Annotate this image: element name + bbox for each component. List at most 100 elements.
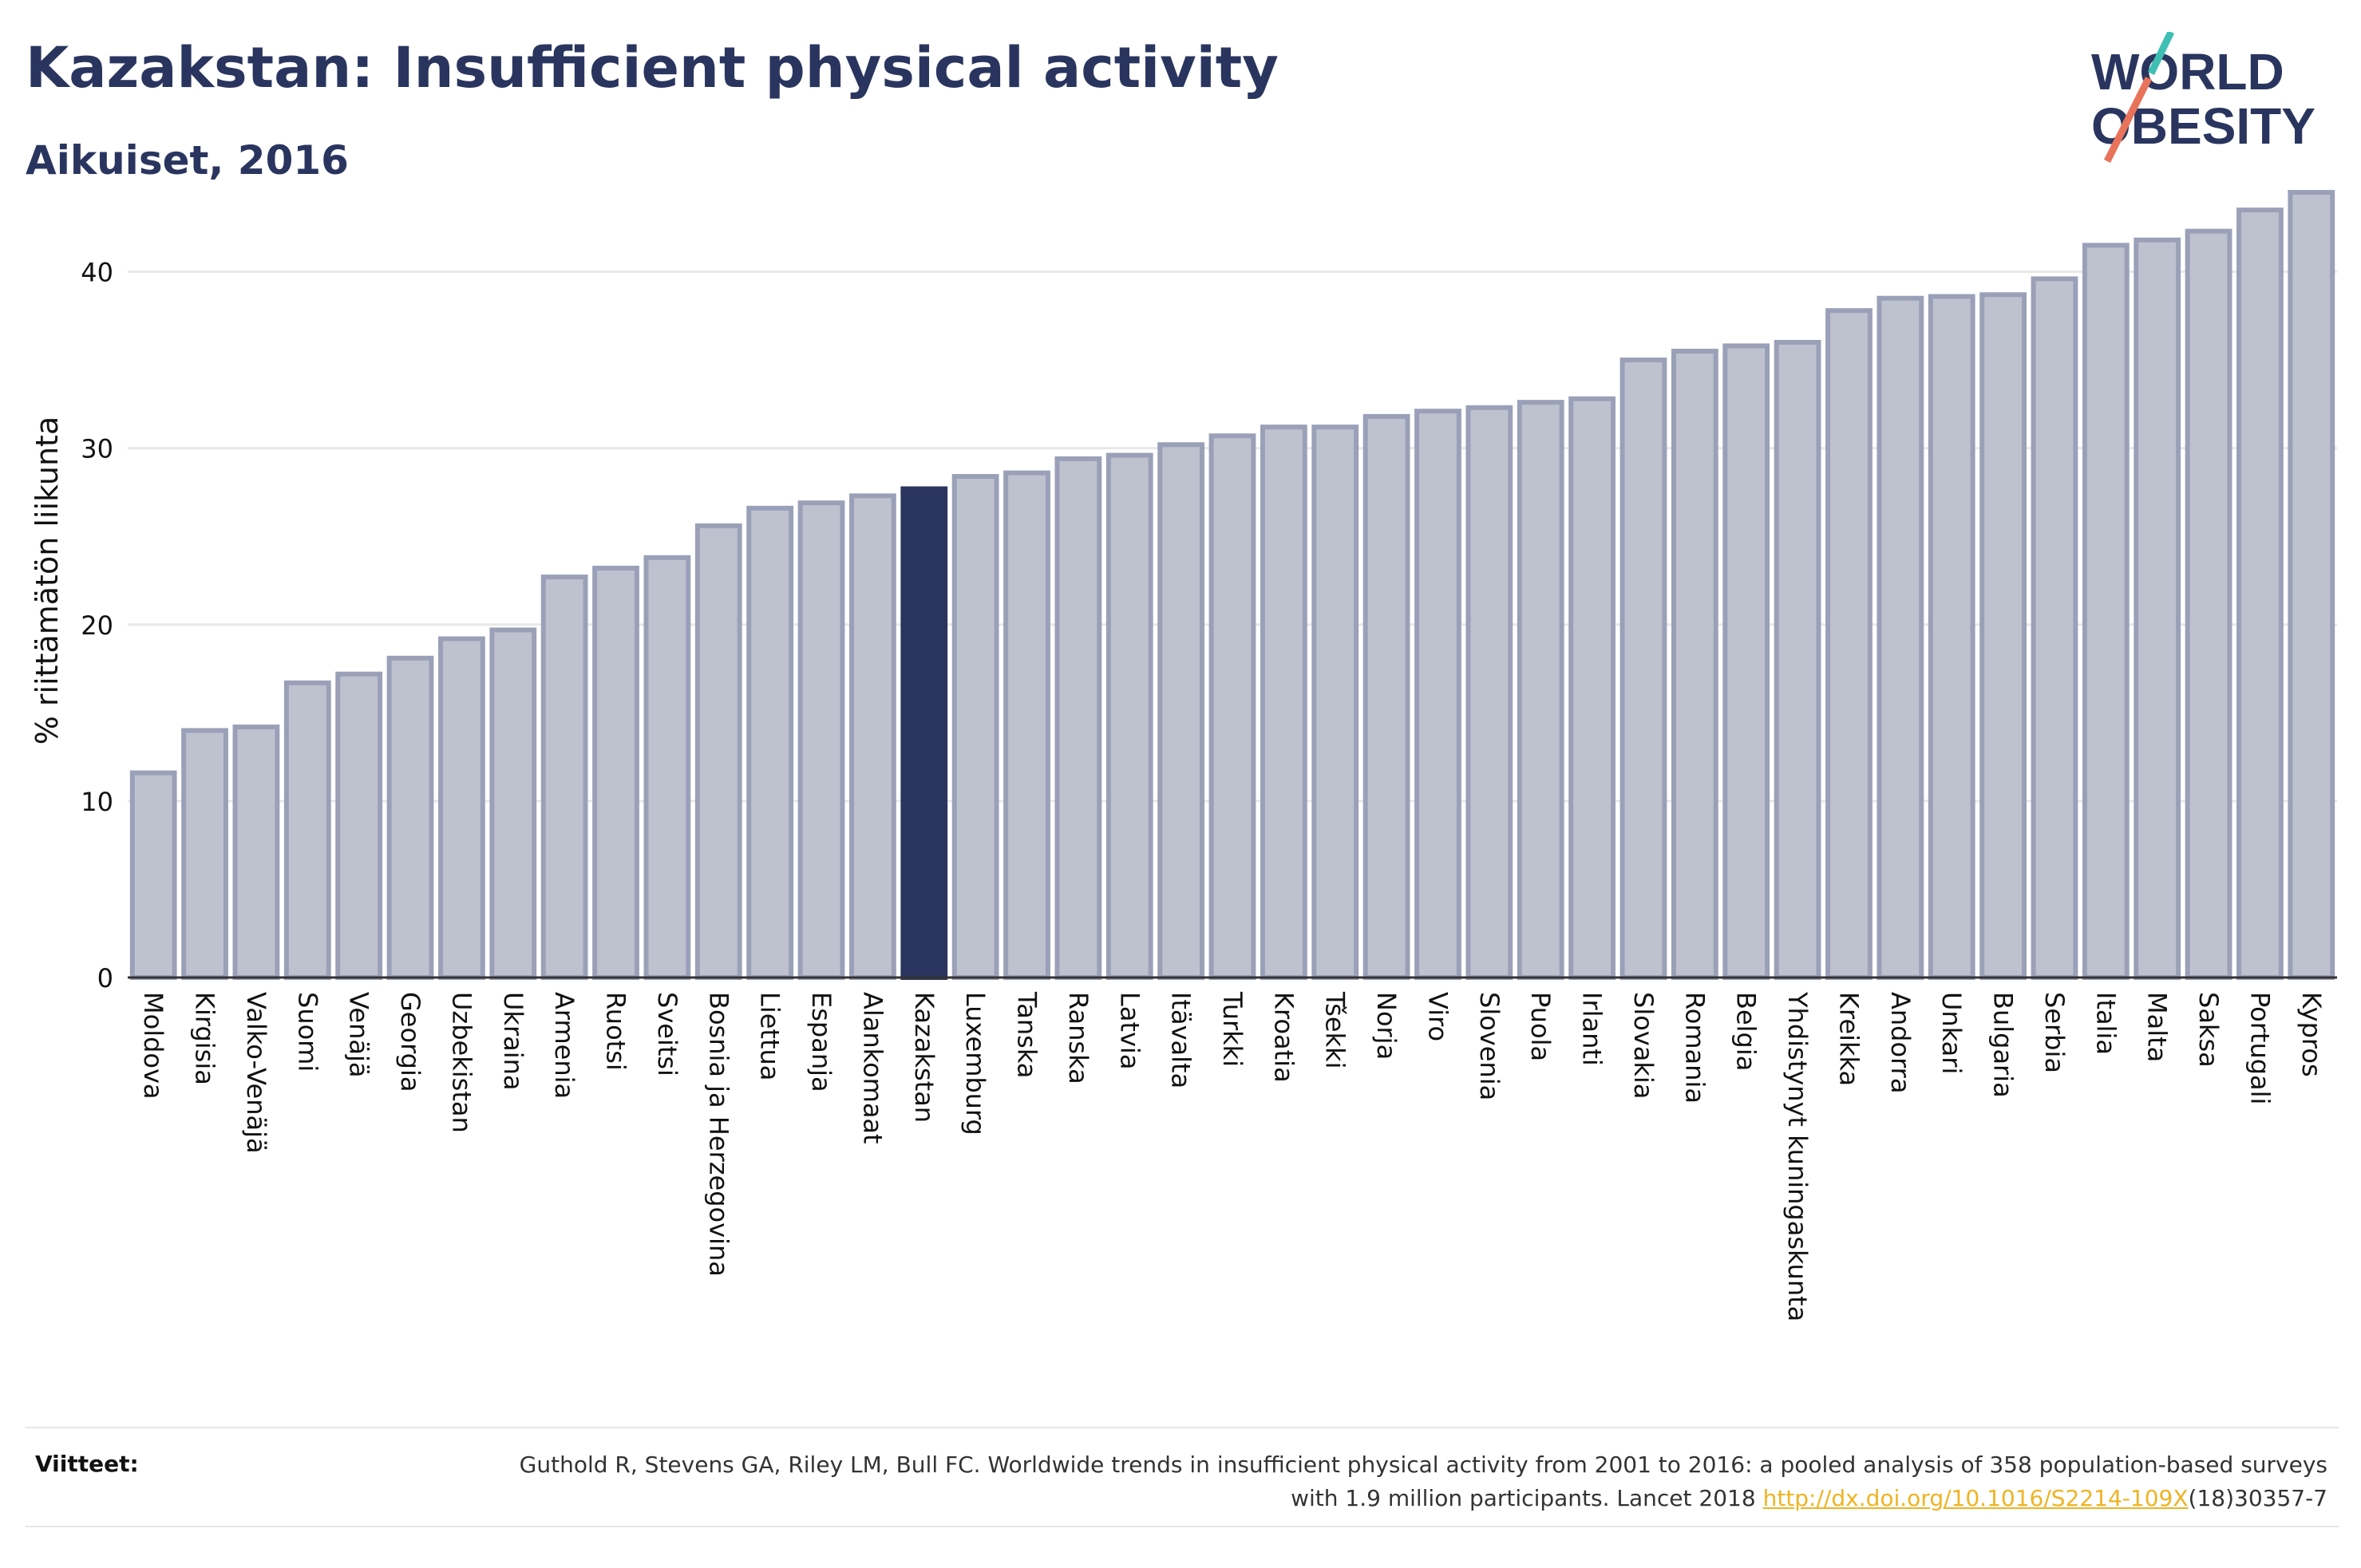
bar: [951, 474, 999, 980]
x-tick-label: Saksa: [2193, 992, 2224, 1068]
x-tick-label: Kroatia: [1268, 992, 1299, 1083]
bar: [592, 566, 639, 980]
bar: [1774, 340, 1821, 980]
x-tick-label: Tšekki: [1320, 991, 1351, 1069]
x-tick-label: Valko-Venäjä: [241, 992, 271, 1154]
x-tick-label: Serbia: [2039, 992, 2070, 1073]
x-tick-label: Norja: [1371, 992, 1402, 1060]
bar: [1619, 357, 1667, 981]
bar: [489, 627, 537, 981]
bar: [2134, 237, 2181, 980]
bar: [129, 770, 177, 980]
references-text: Guthold R, Stevens GA, Riley LM, Bull FC…: [492, 1448, 2327, 1515]
x-tick-label: Bosnia ja Herzegovina: [703, 992, 734, 1277]
bar: [1928, 294, 1975, 980]
x-tick-label: Kazakstan: [909, 992, 939, 1123]
bar: [232, 725, 280, 980]
logo-line1: WORLD: [2091, 43, 2284, 101]
x-tick-label: Armenia: [549, 992, 579, 1099]
chart-subtitle: Aikuiset, 2016: [26, 137, 349, 184]
x-tick-label: Uzbekistan: [446, 992, 477, 1133]
x-tick-label: Belgia: [1731, 992, 1762, 1071]
x-tick-label: Espanja: [806, 992, 836, 1092]
x-tick-label: Viro: [1422, 992, 1453, 1041]
world-obesity-logo: WORLD OBESITY: [2091, 32, 2316, 164]
x-tick-label: Portugali: [2244, 992, 2275, 1104]
x-tick-label: Luxemburg: [960, 992, 991, 1136]
references-doi-link[interactable]: http://dx.doi.org/10.1016/S2214-109X: [1762, 1485, 2189, 1511]
y-tick-label: 20: [81, 610, 113, 641]
x-tick-label: Ruotsi: [601, 992, 631, 1071]
x-tick-label: Sveitsi: [652, 992, 682, 1076]
x-tick-label: Moldova: [138, 992, 168, 1100]
bar: [1105, 452, 1153, 980]
y-tick-label: 0: [97, 963, 113, 993]
bar: [1877, 295, 1924, 980]
x-tick-label: Ukraina: [498, 992, 528, 1091]
x-tick-label: Romania: [1679, 992, 1710, 1104]
x-tick-label: Liettua: [755, 992, 785, 1080]
x-tick-label: Kirgisia: [190, 992, 220, 1085]
y-axis-label: % riittämätön liikunta: [30, 417, 65, 745]
bar: [2288, 190, 2335, 981]
references-citation: Guthold R, Stevens GA, Riley LM, Bull FC…: [519, 1451, 2327, 1511]
bar: [1465, 405, 1513, 980]
x-tick-label: Malta: [2142, 992, 2173, 1062]
x-tick-label: Italia: [2090, 992, 2121, 1055]
bar: [1722, 343, 1770, 980]
bar-highlighted: [900, 486, 948, 980]
x-tick-label: Tanska: [1012, 991, 1042, 1078]
bar: [438, 636, 485, 980]
y-tick-label: 40: [81, 258, 113, 288]
bar: [1311, 425, 1359, 980]
y-tick-label: 10: [81, 787, 113, 817]
x-tick-label: Venäjä: [344, 992, 374, 1077]
x-tick-label: Irlanti: [1577, 992, 1608, 1066]
chart-title: Kazakstan: Insufficient physical activit…: [26, 35, 1279, 101]
logo-slash-teal: [2147, 32, 2175, 75]
bar: [540, 575, 588, 980]
footer-divider-top: [26, 1427, 2339, 1428]
bar: [181, 728, 228, 980]
bar: [1003, 470, 1050, 980]
bar: [1825, 308, 1873, 980]
y-tick-label: 30: [81, 434, 113, 464]
bar: [1362, 413, 1410, 980]
bar: [1671, 349, 1718, 980]
x-tick-label: Turkki: [1217, 991, 1248, 1067]
references-doi-suffix: (18)30357-7: [2188, 1485, 2327, 1511]
x-tick-label: Yhdistynyt kuningaskunta: [1782, 991, 1813, 1321]
bar: [283, 680, 331, 980]
bar: [746, 505, 794, 980]
bar: [643, 555, 691, 980]
bar: [1157, 442, 1205, 980]
bar: [2185, 228, 2232, 980]
x-tick-label: Suomi: [292, 992, 322, 1072]
bar: [694, 523, 742, 980]
bar: [2031, 276, 2078, 980]
x-tick-label: Georgia: [395, 992, 425, 1092]
x-tick-label: Unkari: [1936, 992, 1967, 1074]
bar: [1414, 409, 1461, 980]
x-tick-label: Slovenia: [1474, 992, 1505, 1100]
bar: [1208, 433, 1256, 980]
bar: [386, 655, 434, 980]
bar: [1054, 456, 1102, 980]
x-tick-label: Slovakia: [1628, 992, 1659, 1099]
x-tick-label: Itävalta: [1166, 992, 1196, 1088]
bar: [797, 500, 845, 980]
references-label: Viitteet:: [35, 1451, 139, 1477]
x-tick-label: Ranska: [1063, 992, 1093, 1084]
bar: [2082, 243, 2130, 980]
bar: [2236, 207, 2284, 980]
x-tick-label: Andorra: [1885, 992, 1916, 1093]
bar: [1568, 396, 1616, 980]
x-tick-label: Bulgaria: [1988, 992, 2019, 1098]
x-tick-label: Kypros: [2296, 992, 2327, 1077]
bar: [849, 493, 896, 980]
x-tick-label: Puola: [1525, 992, 1556, 1061]
bar: [335, 671, 383, 980]
bar: [1517, 400, 1564, 980]
bar-chart: 0 10 20 30 40 % riittämätön liikunta Moldova Ki…: [30, 190, 2337, 1321]
footer-divider-bottom: [26, 1526, 2339, 1527]
